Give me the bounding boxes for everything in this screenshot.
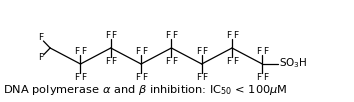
Text: F: F [226,57,231,65]
Text: F: F [226,30,231,39]
Text: F: F [202,47,208,55]
Text: F: F [196,47,201,55]
Text: F: F [75,47,80,55]
Text: F: F [256,73,262,81]
Text: F: F [172,30,177,39]
Text: F: F [135,47,140,55]
Text: F: F [75,73,80,81]
Text: F: F [263,47,268,55]
Text: F: F [38,54,43,63]
Text: F: F [165,30,171,39]
Text: F: F [81,47,86,55]
Text: F: F [202,73,208,81]
Text: F: F [105,57,110,65]
Text: F: F [196,73,201,81]
Text: F: F [233,57,238,65]
Text: F: F [233,30,238,39]
Text: F: F [38,33,43,43]
Text: F: F [112,57,117,65]
Text: F: F [81,73,86,81]
Text: F: F [135,73,140,81]
Text: F: F [142,73,147,81]
Text: F: F [165,57,171,65]
Text: F: F [172,57,177,65]
Text: DNA polymerase $\alpha$ and $\beta$ inhibition: IC$_{50}$ < 100$\mu$M: DNA polymerase $\alpha$ and $\beta$ inhi… [3,83,287,97]
Text: F: F [142,47,147,55]
Text: SO$_3$H: SO$_3$H [279,57,307,70]
Text: F: F [105,30,110,39]
Text: F: F [263,73,268,81]
Text: F: F [112,30,117,39]
Text: F: F [256,47,262,55]
